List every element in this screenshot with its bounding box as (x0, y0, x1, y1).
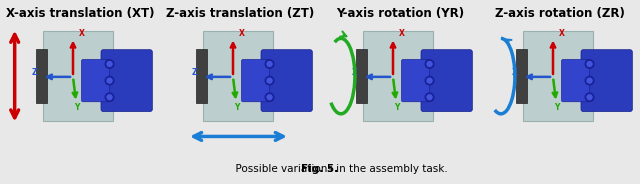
FancyBboxPatch shape (81, 59, 109, 102)
Circle shape (587, 62, 592, 66)
Text: X-axis translation (XT): X-axis translation (XT) (6, 7, 154, 20)
Text: Y-axis rotation (YR): Y-axis rotation (YR) (336, 7, 464, 20)
Circle shape (585, 60, 594, 68)
Circle shape (425, 93, 434, 101)
Bar (516, 49, 527, 103)
Circle shape (427, 95, 432, 100)
Text: Z: Z (512, 68, 517, 77)
Text: Y: Y (554, 103, 560, 112)
Circle shape (585, 93, 594, 101)
Circle shape (105, 60, 114, 68)
Text: Z: Z (192, 68, 197, 77)
Circle shape (107, 62, 112, 66)
Bar (203, 31, 273, 121)
Bar (363, 31, 433, 121)
Circle shape (105, 93, 114, 101)
Bar (43, 31, 113, 121)
Text: Y: Y (74, 103, 80, 112)
Circle shape (265, 93, 274, 101)
Circle shape (427, 78, 432, 83)
Text: Y: Y (394, 103, 400, 112)
FancyBboxPatch shape (401, 59, 429, 102)
Circle shape (267, 62, 272, 66)
Circle shape (107, 95, 112, 100)
Circle shape (267, 95, 272, 100)
Bar (356, 49, 367, 103)
FancyBboxPatch shape (101, 50, 152, 112)
Text: Z-axis translation (ZT): Z-axis translation (ZT) (166, 7, 314, 20)
Circle shape (107, 78, 112, 83)
Circle shape (265, 60, 274, 68)
Circle shape (425, 60, 434, 68)
Circle shape (105, 76, 114, 85)
Bar (523, 31, 593, 121)
Text: Z: Z (352, 68, 357, 77)
FancyBboxPatch shape (561, 59, 589, 102)
Circle shape (425, 76, 434, 85)
Text: Y: Y (234, 103, 240, 112)
Text: Fig. 5.: Fig. 5. (301, 164, 339, 174)
Bar (196, 49, 207, 103)
Circle shape (267, 78, 272, 83)
Text: Possible variations in the assembly task.: Possible variations in the assembly task… (228, 164, 447, 174)
Text: X: X (399, 29, 404, 38)
Text: X: X (79, 29, 84, 38)
Bar (36, 49, 47, 103)
FancyBboxPatch shape (241, 59, 269, 102)
FancyBboxPatch shape (261, 50, 312, 112)
Text: X: X (559, 29, 564, 38)
Circle shape (587, 78, 592, 83)
FancyBboxPatch shape (581, 50, 632, 112)
Circle shape (585, 76, 594, 85)
Text: X: X (239, 29, 244, 38)
Circle shape (427, 62, 432, 66)
FancyBboxPatch shape (421, 50, 472, 112)
Circle shape (265, 76, 274, 85)
Text: Z-axis rotation (ZR): Z-axis rotation (ZR) (495, 7, 625, 20)
Circle shape (587, 95, 592, 100)
Text: Z: Z (32, 68, 37, 77)
